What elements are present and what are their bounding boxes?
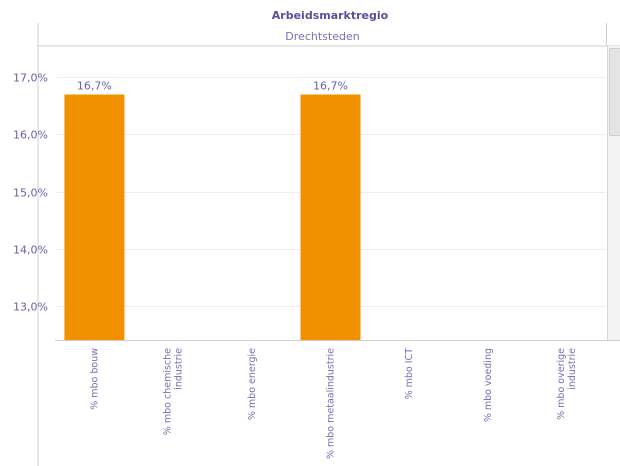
x-category-label: industrie <box>567 348 578 390</box>
y-tick-label: 16,0% <box>13 129 48 142</box>
bar[interactable] <box>64 94 125 341</box>
bar[interactable] <box>300 94 361 341</box>
x-category-label: % mbo overige <box>556 348 567 420</box>
x-category-label: % mbo energie <box>247 348 258 420</box>
chart-header-title: Arbeidsmarktregio <box>271 9 389 22</box>
y-tick-label: 14,0% <box>13 244 48 257</box>
chart-header-subtitle: Drechtsteden <box>285 30 360 43</box>
x-category-label: industrie <box>174 348 185 390</box>
y-tick-label: 13,0% <box>13 301 48 314</box>
x-category-label: % mbo metaalindustrie <box>326 348 337 459</box>
x-category-label: % mbo bouw <box>89 348 100 410</box>
scrollbar-thumb[interactable] <box>609 48 620 136</box>
x-category-label: % mbo ICT <box>404 348 415 400</box>
x-category-label: % mbo chemische <box>163 348 174 435</box>
x-category-label: % mbo voeding <box>483 348 494 422</box>
y-tick-label: 15,0% <box>13 187 48 200</box>
bar-data-label: 16,7% <box>313 80 348 93</box>
y-tick-label: 17,0% <box>13 72 48 85</box>
bar-data-label: 16,7% <box>77 80 112 93</box>
